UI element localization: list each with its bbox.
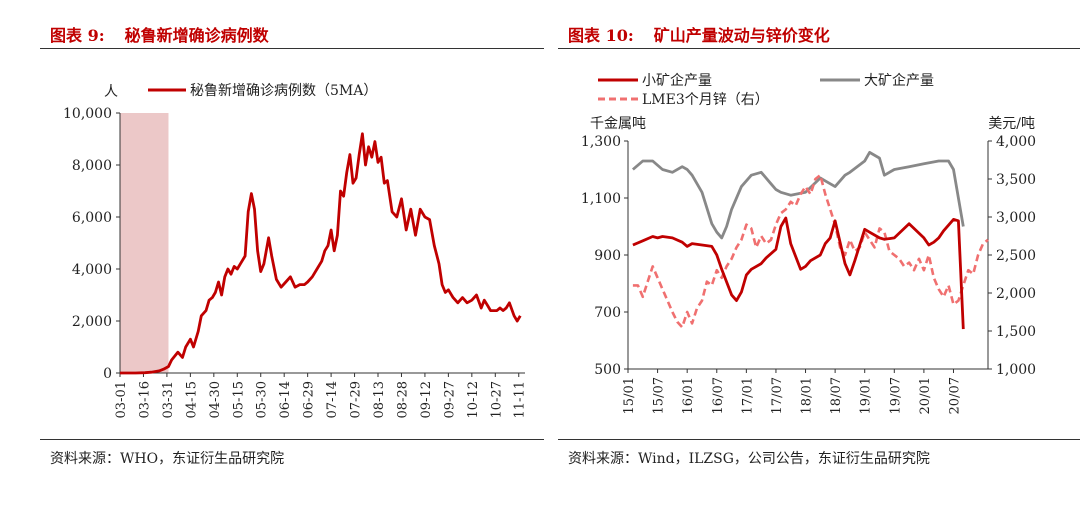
left-y-tick-label: 500 [594,362,621,378]
x-tick-label: 07-29 [349,381,364,418]
y-tick-label: 2,000 [72,314,112,330]
x-tick-label: 03-31 [161,381,176,418]
x-tick-label: 15/01 [622,377,637,414]
right-y-tick-label: 2,000 [996,286,1036,302]
y-tick-label: 6,000 [72,210,112,226]
source-rule [558,439,1080,440]
figure-number: 图表 9: [50,26,105,45]
x-tick-label: 04-15 [184,381,199,418]
title-rule [558,48,1080,49]
y-tick-label: 0 [103,366,112,382]
x-tick-label: 17/01 [740,377,755,414]
y-tick-label: 8,000 [72,158,112,174]
legend-label: LME3个月锌（右） [642,92,769,108]
x-tick-label: 10-12 [466,381,481,418]
right-figure: 图表 10: 矿山产量波动与锌价变化 500 700 900 1,100 1,300 1,0… [540,0,1080,505]
large-mine-output-line [631,150,965,240]
x-tick-label: 17/07 [770,377,785,414]
x-tick-label: 09-27 [442,381,457,418]
source-rule [40,439,544,440]
y-tick-label: 10,000 [63,106,112,122]
x-tick-label: 09-12 [419,381,434,418]
figure-title-text: 矿山产量波动与锌价变化 [653,26,830,45]
y-tick-label: 4,000 [72,262,112,278]
x-tick-label: 18/07 [829,377,844,414]
x-tick-label: 04-30 [208,381,223,418]
right-axis-unit: 美元/吨 [988,116,1035,132]
x-tick-label: 03-01 [114,381,129,418]
left-y-tick-label: 1,300 [581,134,621,150]
legend-label: 大矿企产量 [864,72,934,89]
left-axis-unit: 千金属吨 [590,116,646,132]
figure-title-text: 秘鲁新增确诊病例数 [124,26,269,45]
x-tick-label: 08-28 [395,381,410,418]
x-tick-label: 15/07 [652,377,667,414]
source-note: 资料来源：Wind，ILZSG，公司公告，东证衍生品研究院 [568,451,930,467]
x-tick-label: 20/07 [947,377,962,414]
source-note: 资料来源：WHO，东证衍生品研究院 [50,451,285,467]
legend-label: 秘鲁新增确诊病例数（5MA） [190,83,377,99]
x-tick-label: 19/01 [859,377,874,414]
x-tick-label: 18/01 [800,377,815,414]
right-y-tick-label: 3,000 [996,210,1036,226]
confirmed-cases-chart: 0 2,000 4,000 6,000 8,000 10,000 03-01 03-16 03-… [63,83,528,418]
legend-label: 小矿企产量 [642,72,712,89]
x-tick-label: 05-15 [231,381,246,418]
shaded-period [120,113,169,373]
figure-title: 图表 9: 秘鲁新增确诊病例数 [50,22,269,46]
x-tick-label: 05-30 [255,381,270,418]
x-tick-label: 10-27 [489,381,504,418]
y-unit-label: 人 [104,84,118,100]
lme-zinc-price-line [632,173,989,329]
right-y-tick-label: 3,500 [996,172,1036,188]
x-tick-label: 06-29 [302,381,317,418]
x-tick-label: 16/07 [711,377,726,414]
right-y-tick-label: 1,000 [996,362,1036,378]
right-y-tick-label: 2,500 [996,248,1036,264]
right-y-tick-label: 1,500 [996,324,1036,340]
left-figure: 图表 9: 秘鲁新增确诊病例数 0 2,000 4,000 6,000 8,000 10,0… [40,22,544,467]
x-tick-label: 11-11 [513,381,528,418]
left-y-tick-label: 1,100 [581,191,621,207]
x-tick-label: 20/01 [918,377,933,414]
x-tick-label: 16/01 [681,377,696,414]
figure-number: 图表 10: [568,26,634,45]
right-y-tick-label: 4,000 [996,134,1036,150]
x-tick-label: 08-13 [372,381,387,418]
figure-title: 图表 10: 矿山产量波动与锌价变化 [568,22,830,46]
left-y-tick-label: 700 [594,305,621,321]
x-tick-label: 06-14 [278,381,293,418]
small-mine-output-line [632,216,965,330]
x-tick-label: 07-14 [325,381,340,418]
mine-output-zinc-chart: 500 700 900 1,100 1,300 1,000 1,500 2,000 2,500 3… [581,72,1036,414]
x-tick-label: 19/07 [888,377,903,414]
x-tick-label: 03-16 [137,381,152,418]
cases-series-line [120,132,522,375]
left-y-tick-label: 900 [594,248,621,264]
title-rule [40,48,544,49]
